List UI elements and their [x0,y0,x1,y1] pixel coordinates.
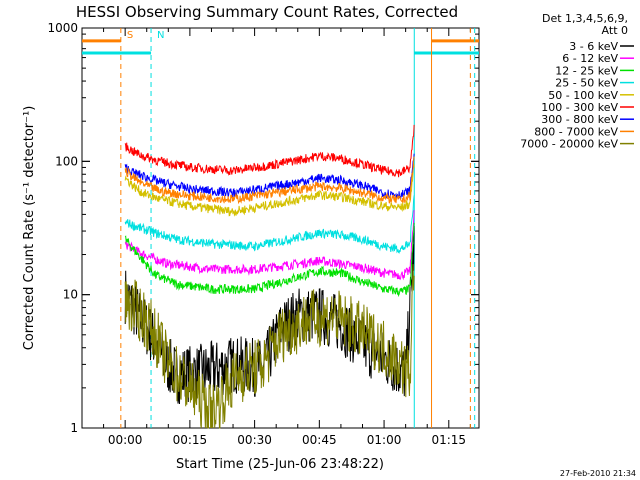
legend-entry: 7000 - 20000 keV [520,138,618,151]
series-line [124,264,415,429]
y-tick-label: 1 [70,421,78,435]
y-tick-labels: 1 10 100 1000 [47,21,78,435]
legend-header: Att 0 [602,24,628,37]
legend-entry: 3 - 6 keV [569,40,618,53]
legend-entry: 800 - 7000 keV [534,125,618,138]
timestamp: 27-Feb-2010 21:34 [560,469,636,478]
series-line [124,210,415,281]
series-line [124,163,415,217]
chart-title: HESSI Observing Summary Count Rates, Cor… [76,3,458,21]
plot-frame [81,27,480,429]
series-line [124,153,415,200]
x-axis-label: Start Time (25-Jun-06 23:48:22) [176,457,384,472]
legend-entry: 12 - 25 keV [555,64,618,77]
series-line [124,156,415,205]
x-tick-label: 00:45 [302,433,337,447]
series-line [124,124,415,178]
bar-layer [82,39,479,55]
y-axis-label: Corrected Count Rate (s⁻¹ detector⁻¹) [22,106,37,351]
y-tick-label: 100 [55,154,78,168]
series-layer [124,124,415,429]
x-tick-label: 00:00 [108,433,143,447]
series-line [124,225,415,405]
x-tick-label: 01:00 [367,433,402,447]
y-tick-label: 10 [63,288,78,302]
series-line [124,222,415,298]
legend-entry: 25 - 50 keV [555,77,618,90]
y-tick-label: 1000 [47,21,78,35]
legend-header: Det 1,3,4,5,6,9, [542,12,628,25]
x-tick-label: 01:15 [431,433,466,447]
legend-entry: 100 - 300 keV [541,101,618,114]
x-tick-labels: 00:00 00:15 00:30 00:45 01:00 01:15 [108,433,466,447]
x-tick-label: 00:15 [173,433,208,447]
legend-entry: 6 - 12 keV [562,52,618,65]
vertical-lines [120,28,476,428]
legend-entry: 300 - 800 keV [541,113,618,126]
marker-label: S [127,30,133,41]
legend-entry: 50 - 100 keV [548,89,618,102]
marker-label: N [157,30,164,41]
x-tick-label: 00:30 [237,433,272,447]
series-line [124,195,415,254]
